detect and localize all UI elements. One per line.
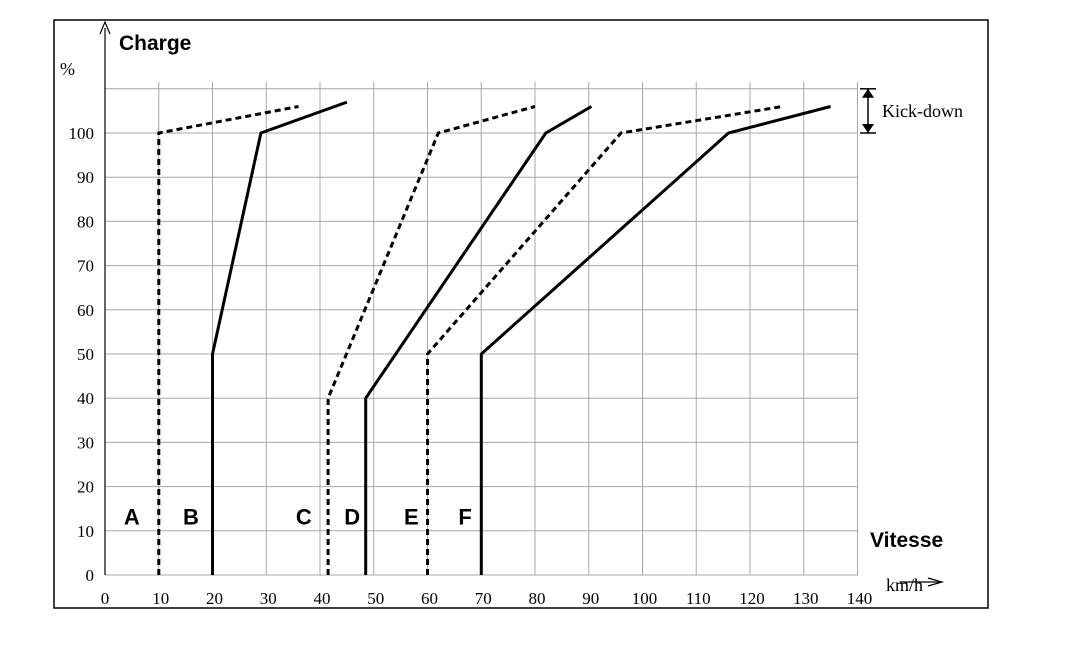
series-line-d [364,105,593,575]
y-tick-label: 30 [77,433,94,452]
y-tick-label: 60 [77,301,94,320]
tick-labels: 0 10 20 30 40 50 60 70 80 90 100 110 120 130 140 0 10 20 3… [69,124,873,608]
x-tick-label: 10 [152,589,169,608]
curve-label-d: D [344,504,360,529]
x-tick-label: 0 [101,589,110,608]
series [157,100,831,575]
y-tick-label: 80 [77,212,94,231]
curve-label-b: B [183,504,199,529]
curve-label-c: C [296,504,312,529]
y-axis-unit: % [60,59,75,79]
x-tick-label: 70 [475,589,492,608]
x-tick-label: 60 [421,589,438,608]
x-tick-label: 140 [847,589,873,608]
y-tick-label: 100 [69,124,95,143]
x-tick-label: 50 [367,589,384,608]
series-line-b [211,100,348,575]
curve-label-a: A [124,504,140,529]
kick-down-label: Kick-down [882,101,963,121]
curve-labels: A B C D E F [124,504,472,529]
y-tick-label: 50 [77,345,94,364]
kick-down-arrow-bottom [862,124,874,133]
series-line-e [426,105,783,575]
y-tick-label: 90 [77,168,94,187]
x-axis-title: Vitesse [870,529,943,552]
chart-frame [53,19,989,609]
y-tick-label: 20 [77,478,94,497]
y-axis-arrow [99,20,111,35]
x-axis-unit: km/h [886,575,923,595]
x-tick-label: 90 [582,589,599,608]
y-tick-label: 70 [77,257,94,276]
x-tick-label: 100 [632,589,658,608]
series-line-a [157,105,299,575]
x-tick-label: 130 [793,589,819,608]
y-tick-label: 40 [77,389,94,408]
x-tick-label: 40 [314,589,331,608]
x-tick-label: 80 [529,589,546,608]
axes: Charge % Vitesse km/h [60,20,945,595]
x-tick-label: 110 [686,589,711,608]
series-line-f [479,105,831,575]
curve-label-e: E [404,504,419,529]
x-axis-arrow [927,577,945,587]
x-tick-label: 30 [260,589,277,608]
kick-down-annotation: Kick-down [860,88,963,134]
y-axis-title: Charge [119,32,191,55]
x-tick-label: 120 [739,589,765,608]
curve-label-f: F [458,504,471,529]
series-line-c [326,105,536,575]
x-tick-label: 20 [206,589,223,608]
y-tick-label: 10 [77,522,94,541]
y-tick-label: 0 [86,566,95,585]
kick-down-arrow-top [862,88,874,98]
grid [105,82,858,576]
